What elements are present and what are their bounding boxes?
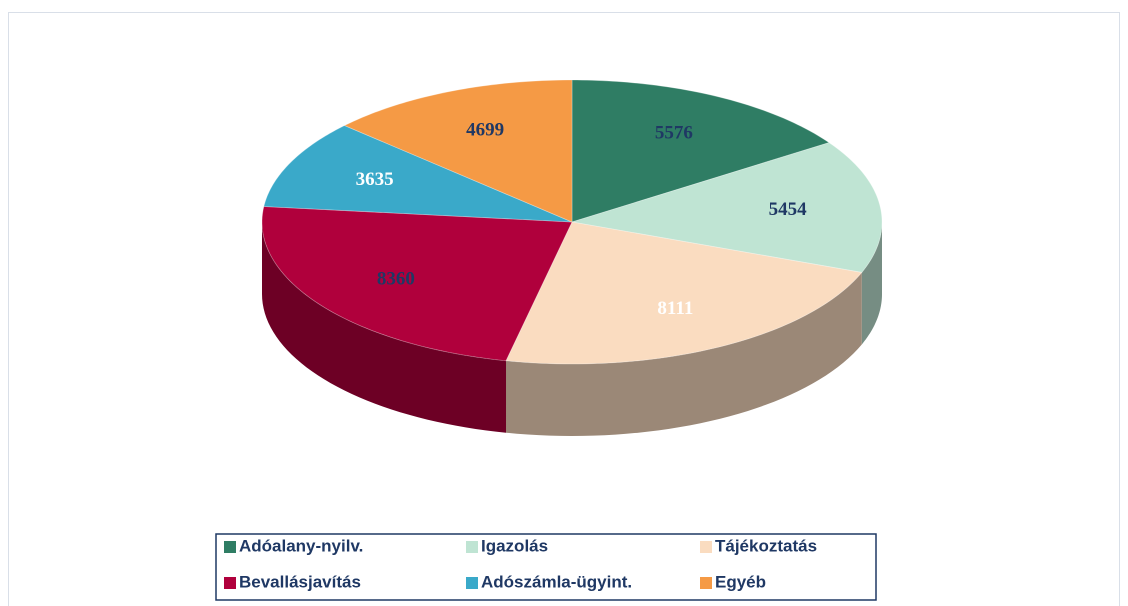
pie-slice bbox=[343, 79, 573, 223]
data-label: 8111 bbox=[657, 298, 693, 319]
legend-label: Egyéb bbox=[715, 572, 766, 591]
pie-slice bbox=[261, 206, 573, 362]
legend-swatch bbox=[224, 577, 236, 589]
legend-swatch bbox=[466, 541, 478, 553]
legend-label: Igazolás bbox=[481, 536, 548, 555]
legend-label: Adóalany-nyilv. bbox=[239, 536, 363, 555]
legend-label: Adószámla-ügyint. bbox=[481, 572, 632, 591]
legend-label: Tájékoztatás bbox=[715, 536, 817, 555]
legend-swatch bbox=[700, 577, 712, 589]
data-label: 8360 bbox=[377, 268, 415, 289]
chart-border bbox=[8, 12, 1120, 606]
legend-swatch bbox=[700, 541, 712, 553]
pie-tops bbox=[261, 79, 883, 365]
pie-side bbox=[506, 272, 862, 436]
pie-side bbox=[861, 222, 882, 345]
data-label: 3635 bbox=[356, 169, 394, 190]
legend-swatch bbox=[224, 541, 236, 553]
pie-slice bbox=[505, 221, 863, 365]
pie-slice bbox=[571, 142, 883, 273]
legend-swatch bbox=[466, 577, 478, 589]
pie-slice bbox=[571, 79, 830, 223]
data-label: 4699 bbox=[466, 119, 504, 140]
data-label: 5454 bbox=[769, 199, 808, 220]
legend-box bbox=[215, 533, 877, 601]
pie-sides bbox=[262, 222, 882, 436]
pie-side bbox=[262, 222, 507, 433]
pie-slice bbox=[263, 125, 573, 223]
data-label: 5576 bbox=[655, 123, 693, 144]
legend-label: Bevallásjavítás bbox=[239, 572, 361, 591]
